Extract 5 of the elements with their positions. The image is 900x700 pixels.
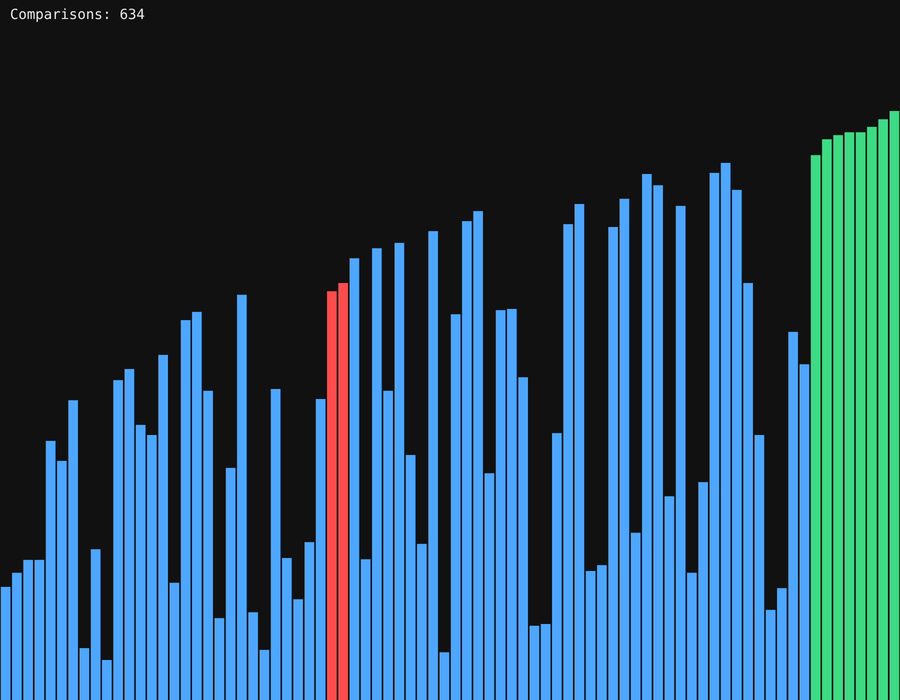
bar xyxy=(327,291,337,700)
chart-title: Comparisons: 634 xyxy=(10,7,145,23)
bar xyxy=(350,258,360,700)
bar xyxy=(338,282,348,700)
bar xyxy=(316,399,326,700)
